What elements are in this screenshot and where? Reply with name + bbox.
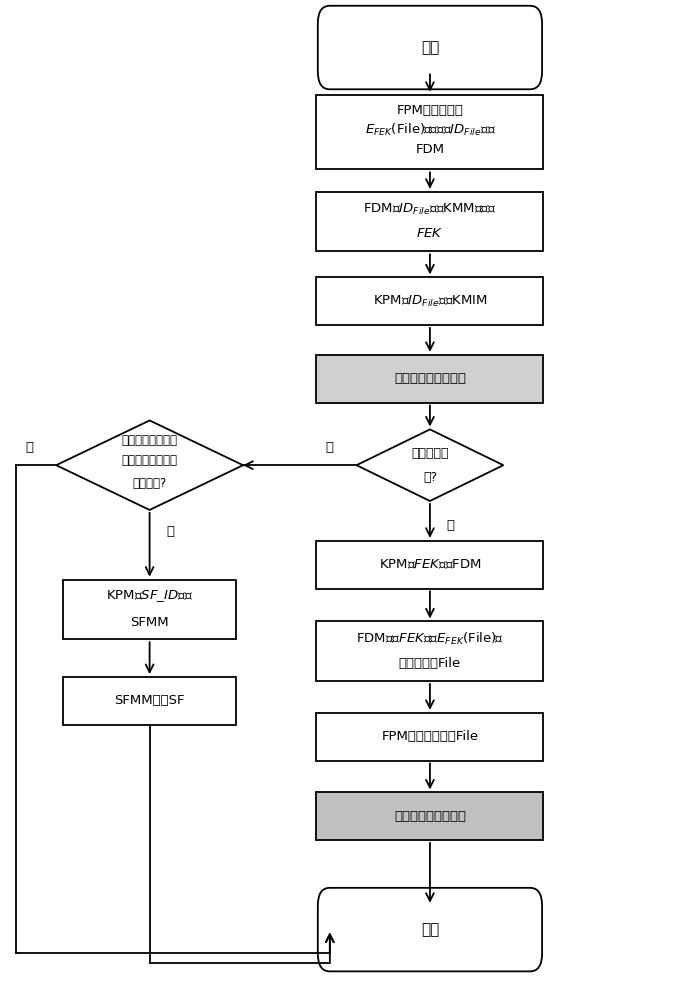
Text: SFMM删除SF: SFMM删除SF <box>114 694 185 707</box>
Text: $E_{FEK}$(File)及其标识$ID_{File}$传给: $E_{FEK}$(File)及其标识$ID_{File}$传给 <box>365 122 495 138</box>
Text: FPM获得明文文件File: FPM获得明文文件File <box>382 730 479 743</box>
Text: KPM将$SF\_ID$传给: KPM将$SF\_ID$传给 <box>106 588 193 604</box>
Text: FPM将密文数据: FPM将密文数据 <box>396 104 464 117</box>
Text: 功?: 功? <box>423 471 437 484</box>
Text: 是: 是 <box>447 519 455 532</box>
FancyBboxPatch shape <box>318 888 542 971</box>
Text: 否: 否 <box>26 441 34 454</box>
Text: 开始: 开始 <box>421 40 439 55</box>
Bar <box>316 621 543 681</box>
Bar <box>316 792 543 840</box>
Text: 密钥加载失败信息: 密钥加载失败信息 <box>122 434 178 447</box>
Bar <box>63 580 236 639</box>
Text: 使用次数?: 使用次数? <box>133 477 167 490</box>
Polygon shape <box>357 429 503 501</box>
Text: 否: 否 <box>326 441 334 454</box>
Text: KPM将$FEK$传给FDM: KPM将$FEK$传给FDM <box>379 558 481 571</box>
Text: KPM将$ID_{File}$传给KMIM: KPM将$ID_{File}$传给KMIM <box>373 294 487 309</box>
Text: 是: 是 <box>166 525 174 538</box>
Bar <box>316 541 543 589</box>
Bar <box>63 677 236 725</box>
Bar <box>316 713 543 761</box>
Text: 为密钥已超过最大: 为密钥已超过最大 <box>122 454 178 467</box>
Text: $FEK$: $FEK$ <box>416 227 444 240</box>
Bar <box>316 192 543 251</box>
Text: 结束: 结束 <box>421 922 439 937</box>
Text: FDM通过$FEK$解密$E_{FEK}$(File)得: FDM通过$FEK$解密$E_{FEK}$(File)得 <box>356 631 503 647</box>
Text: 到明文文件File: 到明文文件File <box>399 657 461 670</box>
Text: SFMM: SFMM <box>131 616 169 629</box>
Text: FDM: FDM <box>415 143 444 156</box>
Polygon shape <box>56 420 243 510</box>
Text: 执行密钥存储子流程: 执行密钥存储子流程 <box>394 810 466 823</box>
Bar <box>316 277 543 325</box>
Bar <box>316 95 543 169</box>
Text: 执行密钥加载子过程: 执行密钥加载子过程 <box>394 372 466 385</box>
Bar <box>316 355 543 403</box>
FancyBboxPatch shape <box>318 6 542 89</box>
Text: 密钥加载成: 密钥加载成 <box>411 447 449 460</box>
Text: FDM将$ID_{File}$传给KMM，请求: FDM将$ID_{File}$传给KMM，请求 <box>363 202 497 217</box>
